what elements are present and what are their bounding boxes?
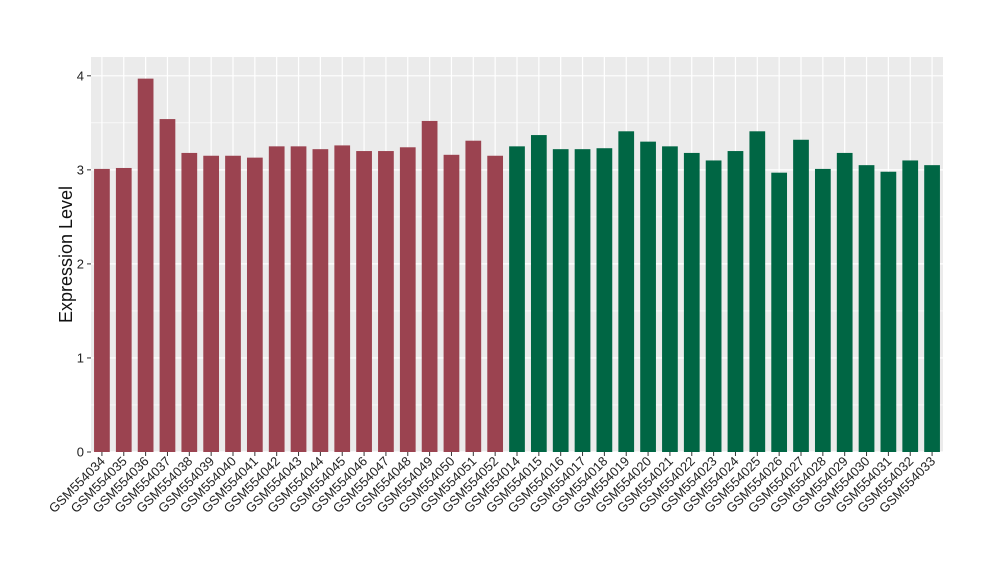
y-tick-label: 0 <box>77 445 84 460</box>
bar-GSM554044 <box>312 149 329 452</box>
bar-GSM554030 <box>858 165 875 452</box>
bar-GSM554016 <box>552 149 569 452</box>
bar-GSM554019 <box>618 131 635 453</box>
bar-GSM554017 <box>574 149 591 452</box>
bar-GSM554051 <box>465 140 482 452</box>
bar-GSM554035 <box>115 167 132 452</box>
bar-GSM554018 <box>596 148 613 452</box>
bar-GSM554050 <box>443 154 460 453</box>
bar-GSM554048 <box>399 147 416 453</box>
bar-GSM554040 <box>225 155 241 452</box>
bar-GSM554036 <box>137 78 154 452</box>
bar-GSM554028 <box>814 168 831 452</box>
y-tick-label: 2 <box>77 256 84 271</box>
y-axis-title: Expression Level <box>56 186 76 323</box>
bar-GSM554023 <box>705 160 722 452</box>
bar-GSM554027 <box>793 139 809 452</box>
bar-GSM554042 <box>268 146 285 452</box>
bar-GSM554026 <box>771 172 788 452</box>
bar-GSM554046 <box>356 151 372 453</box>
bar-GSM554020 <box>640 141 656 452</box>
bar-GSM554037 <box>159 119 176 453</box>
bar-GSM554025 <box>749 131 766 453</box>
bar-GSM554014 <box>509 146 525 452</box>
bar-GSM554032 <box>902 160 919 452</box>
bar-GSM554052 <box>487 155 504 452</box>
bar-GSM554038 <box>181 152 198 452</box>
bar-GSM554047 <box>378 151 394 453</box>
bar-GSM554045 <box>334 145 351 452</box>
bar-GSM554034 <box>94 168 110 452</box>
bar-GSM554024 <box>727 151 744 453</box>
bar-GSM554033 <box>924 165 940 452</box>
bar-GSM554031 <box>880 171 897 452</box>
y-tick-label: 1 <box>77 350 84 365</box>
bar-GSM554021 <box>662 146 678 452</box>
bar-GSM554022 <box>683 152 700 452</box>
bar-GSM554029 <box>836 152 853 452</box>
y-axis: 0 1 2 3 4 <box>77 68 91 460</box>
bar-GSM554041 <box>246 157 263 452</box>
bar-GSM554049 <box>421 120 438 452</box>
x-axis: GSM554034GSM554035GSM554036GSM554037GSM5… <box>46 452 938 516</box>
y-tick-label: 4 <box>77 68 84 83</box>
bars <box>94 78 940 453</box>
bar-GSM554043 <box>290 146 307 452</box>
y-tick-label: 3 <box>77 162 84 177</box>
bar-GSM554015 <box>530 135 547 453</box>
bar-GSM554039 <box>203 155 220 452</box>
